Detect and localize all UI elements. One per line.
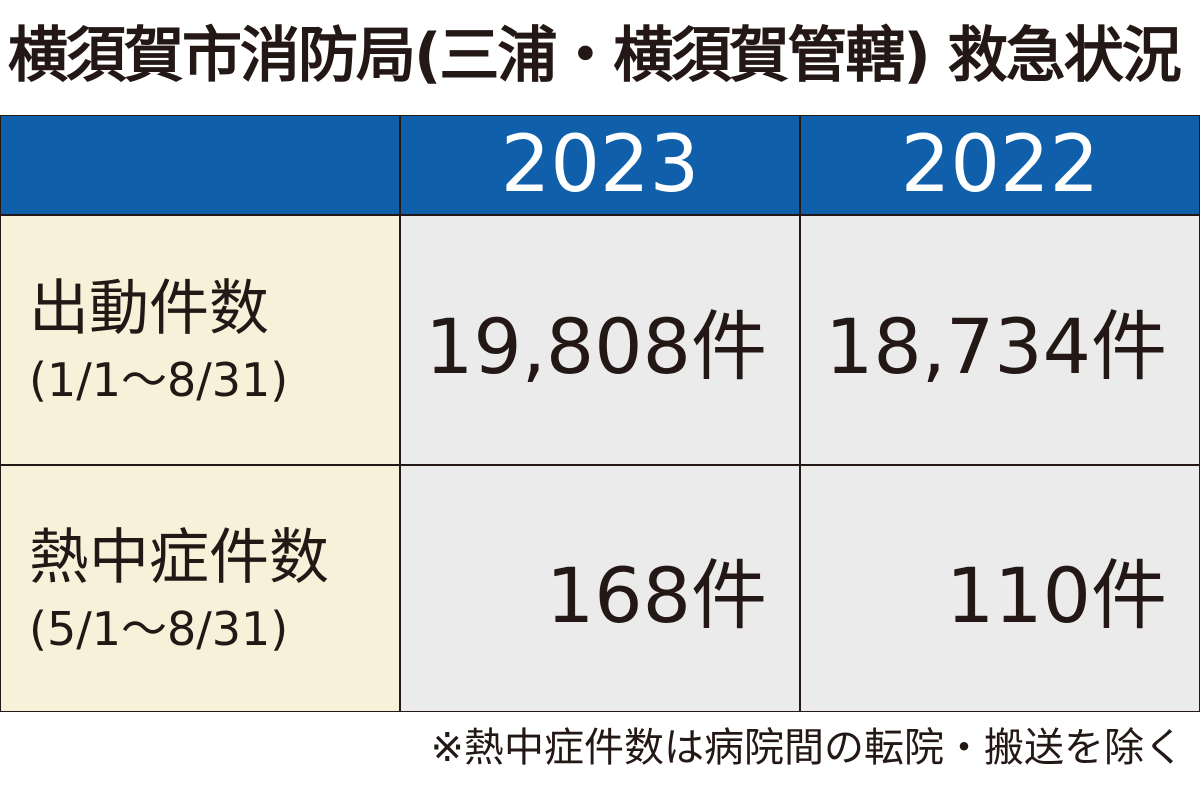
row-label: 熱中症件数 xyxy=(29,522,329,593)
row-header: 出動件数 (1/1〜8/31) xyxy=(0,215,400,465)
header-corner xyxy=(0,115,400,215)
row-period: (1/1〜8/31) xyxy=(29,353,289,407)
value-cell: 19,808件 xyxy=(400,215,800,465)
table: 2023 2022 出動件数 (1/1〜8/31) 19,808件 18,734… xyxy=(0,115,1200,712)
footnote: ※熱中症件数は病院間の転院・搬送を除く xyxy=(430,725,1184,771)
column-header: 2023 xyxy=(400,115,800,215)
column-header: 2022 xyxy=(800,115,1200,215)
row-label: 出動件数 xyxy=(29,274,269,344)
value-cell: 110件 xyxy=(800,465,1200,712)
value-cell: 18,734件 xyxy=(800,215,1200,465)
value-cell: 168件 xyxy=(400,465,800,712)
row-header: 熱中症件数 (5/1〜8/31) xyxy=(0,465,400,712)
title: 横須賀市消防局(三浦・横須賀管轄) 救急状況 xyxy=(8,21,1182,91)
row-period: (5/1〜8/31) xyxy=(29,601,289,656)
